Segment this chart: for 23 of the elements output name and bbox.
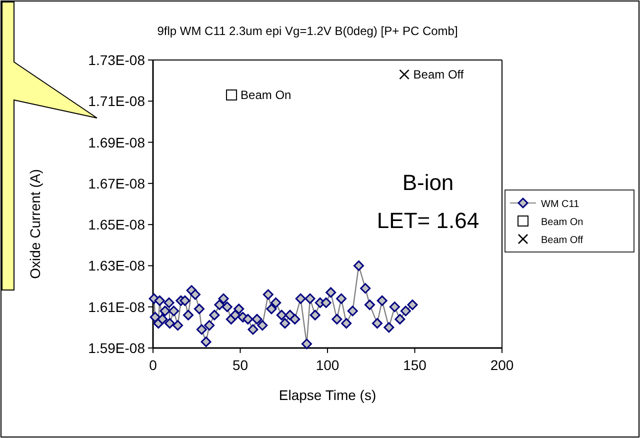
x-tick-label: 100 — [316, 357, 340, 373]
x-tick-label: 0 — [149, 357, 158, 373]
y-tick-label: 1.59E-08 — [88, 340, 146, 356]
chart-title: 9flp WM C11 2.3um epi Vg=1.2V B(0deg) [P+ PC Comb] — [157, 24, 458, 38]
y-tick-label: 1.71E-08 — [88, 93, 146, 110]
legend-label: Beam Off — [541, 235, 584, 246]
y-axis-title: Oxide Current (A) — [27, 169, 43, 279]
annotation: LET= 1.64 — [376, 208, 480, 233]
y-tick-label: 1.69E-08 — [88, 134, 146, 150]
y-tick-label: 1.67E-08 — [88, 175, 146, 192]
x-tick-label: 50 — [232, 357, 248, 373]
y-tick-label: 1.63E-08 — [88, 258, 146, 274]
text: Beam Off — [413, 67, 464, 82]
x-tick-label: 200 — [490, 357, 514, 373]
legend-label: Beam On — [541, 217, 584, 228]
x-axis-title: Elapse Time (s) — [278, 387, 376, 403]
text: Beam On — [240, 88, 292, 102]
x-tick-label: 150 — [403, 357, 427, 373]
legend-label: WM C11 — [541, 199, 580, 210]
y-tick-label: 1.61E-08 — [88, 298, 146, 315]
y-tick-label: 1.65E-08 — [88, 216, 146, 233]
y-tick-label: 1.73E-08 — [88, 52, 146, 68]
annotation: B-ion — [402, 170, 454, 195]
